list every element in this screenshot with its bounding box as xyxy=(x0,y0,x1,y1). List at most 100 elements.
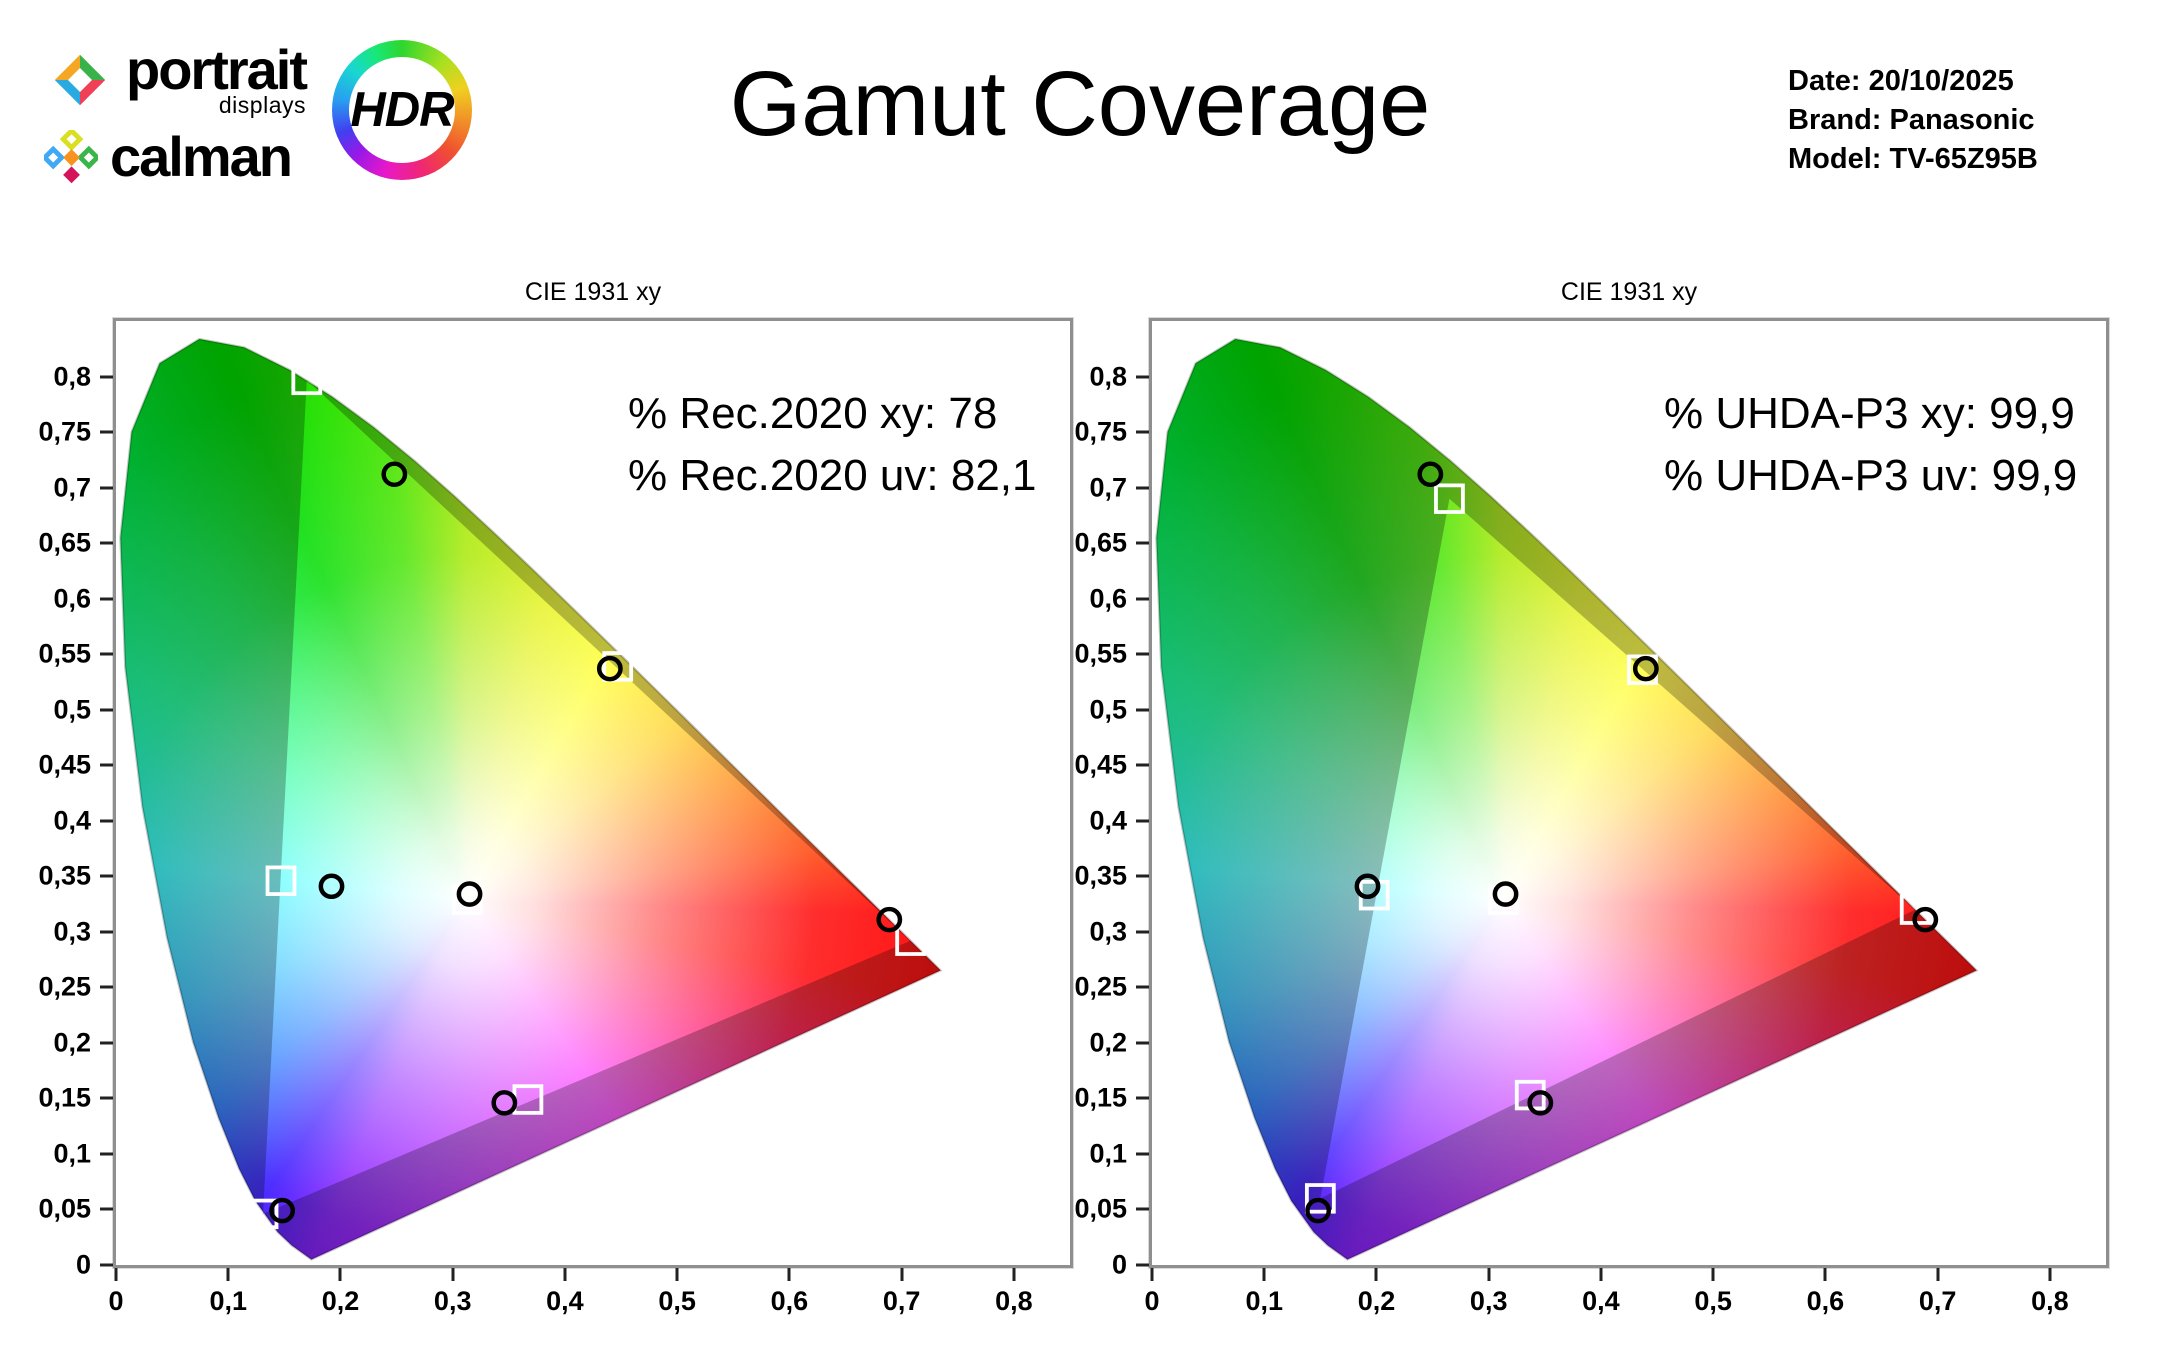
x-tick xyxy=(900,1268,904,1281)
coverage-annotation: % Rec.2020 xy: 78 % Rec.2020 uv: 82,1 xyxy=(628,383,1036,507)
y-tick xyxy=(100,930,113,934)
y-tick xyxy=(100,430,113,434)
measured-marker-cyan xyxy=(1354,873,1381,900)
cie-horseshoe xyxy=(1152,321,2106,1265)
x-tick xyxy=(787,1268,791,1281)
x-tick xyxy=(1599,1268,1603,1281)
y-axis-labels: 0 0,05 0,1 0,15 0,2 0,25 0,3 0,35 0,4 0,45 0,5 0,55… xyxy=(19,321,113,1280)
calman-logo-icon xyxy=(44,130,98,184)
y-tick-label: 0,5 xyxy=(1089,694,1127,725)
y-tick xyxy=(100,819,113,823)
meta-model: Model: TV-65Z95B xyxy=(1788,143,2038,175)
measured-marker-white xyxy=(456,881,483,907)
x-tick-label: 0,6 xyxy=(1806,1286,1845,1316)
y-tick-label: 0,15 xyxy=(1074,1082,1127,1113)
measured-marker-green xyxy=(381,461,408,488)
y-tick xyxy=(1136,1263,1149,1267)
y-tick xyxy=(100,652,113,656)
plot-area: % Rec.2020 xy: 78 % Rec.2020 uv: 82,1 xyxy=(113,318,1073,1268)
measured-marker-red xyxy=(1912,906,1939,933)
x-tick-label: 0,5 xyxy=(1694,1286,1732,1316)
x-tick-label: 0,7 xyxy=(1918,1286,1957,1316)
x-tick-label: 0,4 xyxy=(1582,1286,1620,1316)
y-tick-label: 0,05 xyxy=(1074,1193,1127,1224)
coverage-uv: % UHDA-P3 uv: 99,9 xyxy=(1664,451,2078,500)
plot-area: % UHDA-P3 xy: 99,9 % UHDA-P3 uv: 99,9 xyxy=(1149,318,2109,1268)
y-tick xyxy=(100,763,113,767)
target-marker-green xyxy=(1434,483,1465,514)
y-tick-label: 0,1 xyxy=(1089,1138,1127,1169)
portrait-displays-logo-icon xyxy=(54,54,106,106)
spectral-locus-outline xyxy=(1155,337,1979,1261)
y-tick xyxy=(1136,874,1149,878)
y-tick-label: 0,45 xyxy=(38,749,91,780)
y-tick xyxy=(1136,1041,1149,1045)
measured-marker-white xyxy=(1492,881,1519,907)
y-tick xyxy=(1136,430,1149,434)
y-tick xyxy=(1136,597,1149,601)
y-tick-label: 0,35 xyxy=(1074,860,1127,891)
target-marker-blue xyxy=(1304,1183,1336,1214)
cie-diagram-uhda-p3: CIE 1931 xy % UHDA-P3 xy: 99,9 % UHDA-P3… xyxy=(1074,278,2109,1316)
y-tick xyxy=(1136,652,1149,656)
measured-marker-magenta xyxy=(491,1090,518,1116)
portrait-displays-logo: portrait displays xyxy=(44,38,308,119)
x-tick xyxy=(451,1268,455,1281)
measured-marker-blue xyxy=(269,1197,296,1224)
y-tick-label: 0,6 xyxy=(53,583,91,614)
x-tick-label: 0,6 xyxy=(770,1286,809,1316)
x-axis-labels: 0 0,1 0,2 0,3 0,4 0,5 0,6 0,7 0,8 xyxy=(108,1268,1070,1332)
y-tick-label: 0,25 xyxy=(38,971,91,1002)
y-tick-label: 0,4 xyxy=(53,805,91,836)
x-tick xyxy=(1262,1268,1266,1281)
y-tick xyxy=(1136,708,1149,712)
y-tick-label: 0,55 xyxy=(38,638,91,669)
y-tick-label: 0 xyxy=(75,1249,91,1280)
logo-block: portrait displays calman HDR xyxy=(44,26,474,186)
hdr-badge-label: HDR xyxy=(350,83,454,137)
meta-brand: Brand: Panasonic xyxy=(1788,104,2035,136)
calman-logo: calman xyxy=(44,125,293,188)
y-tick xyxy=(100,541,113,545)
hdr-badge: HDR xyxy=(332,40,472,180)
y-tick-label: 0,05 xyxy=(38,1193,91,1224)
y-tick-label: 0,6 xyxy=(1089,583,1127,614)
y-tick-label: 0,25 xyxy=(1074,971,1127,1002)
measured-marker-yellow xyxy=(596,655,623,682)
calman-wordmark: calman xyxy=(110,125,293,188)
y-tick xyxy=(1136,819,1149,823)
y-tick-label: 0,7 xyxy=(1089,472,1127,503)
displays-wordmark: displays xyxy=(218,92,306,118)
y-tick xyxy=(100,874,113,878)
measured-marker-magenta xyxy=(1527,1090,1554,1116)
outside-gamut-shade xyxy=(1156,338,1977,1260)
measured-marker-blue xyxy=(1305,1197,1332,1224)
target-marker-red xyxy=(895,925,927,956)
coverage-xy: % Rec.2020 xy: 78 xyxy=(628,389,998,438)
x-tick xyxy=(1711,1268,1715,1281)
y-tick-label: 0,35 xyxy=(38,860,91,891)
y-tick-label: 0,15 xyxy=(38,1082,91,1113)
target-marker-yellow xyxy=(602,651,634,682)
x-tick-label: 0,1 xyxy=(209,1286,248,1316)
y-tick xyxy=(100,985,113,989)
portrait-wordmark: portrait xyxy=(126,38,308,101)
y-tick xyxy=(100,1263,113,1267)
y-tick-label: 0,65 xyxy=(38,527,91,558)
target-marker-cyan xyxy=(265,865,297,896)
y-tick xyxy=(1136,1096,1149,1100)
gamut-overlay-svg xyxy=(119,337,943,1261)
measured-marker-red xyxy=(876,906,903,933)
x-tick xyxy=(338,1268,342,1281)
x-tick-label: 0,1 xyxy=(1245,1286,1284,1316)
y-tick xyxy=(100,1152,113,1156)
outside-gamut-shade xyxy=(120,338,941,1260)
spectral-locus-outline xyxy=(119,337,943,1261)
y-tick-label: 0,2 xyxy=(1089,1027,1127,1058)
y-tick-label: 0,8 xyxy=(53,361,91,392)
x-tick xyxy=(563,1268,567,1281)
y-tick xyxy=(100,708,113,712)
y-tick xyxy=(100,597,113,601)
x-tick xyxy=(2048,1268,2052,1281)
x-tick xyxy=(1150,1268,1154,1281)
